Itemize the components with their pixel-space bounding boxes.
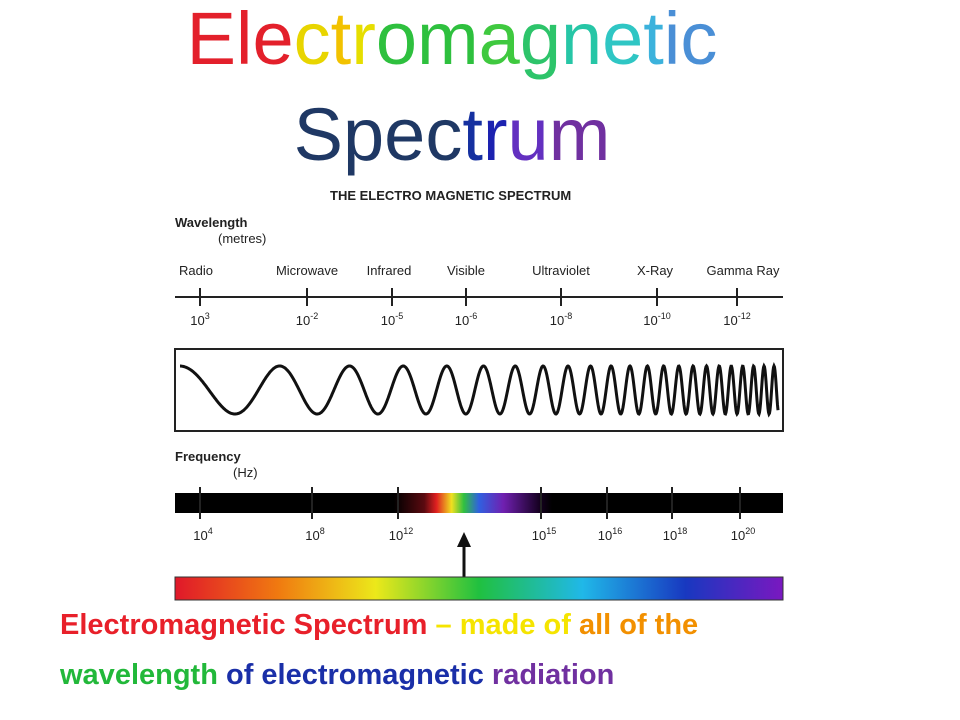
exponent: -2: [310, 311, 318, 321]
exponent: 15: [546, 526, 556, 536]
base: 10: [550, 313, 564, 328]
wave-box: [174, 348, 784, 432]
frequency-bar: [175, 493, 783, 513]
visible-spectrum-bar: [174, 576, 784, 601]
frequency-unit: (Hz): [233, 465, 258, 480]
band-name: Infrared: [367, 263, 412, 278]
base: 10: [731, 528, 745, 543]
base: 10: [663, 528, 677, 543]
wavelength-value: 10-6: [455, 311, 477, 328]
title-line: Electromagnetic: [187, 0, 718, 80]
caption-segment: of electromagnetic: [218, 659, 492, 691]
title-line: Spectrum: [294, 93, 611, 176]
caption-segment: all of the: [579, 609, 698, 641]
caption-segment: Electromagnetic Spectrum: [60, 609, 427, 641]
exponent: -10: [658, 311, 671, 321]
wavelength-value: 103: [190, 311, 209, 328]
wavelength-value: 10-2: [296, 311, 318, 328]
frequency-value: 1012: [389, 526, 413, 543]
frequency-value: 1016: [598, 526, 622, 543]
exponent: 4: [208, 526, 213, 536]
exponent: 12: [403, 526, 413, 536]
wave: [180, 362, 780, 418]
base: 10: [455, 313, 469, 328]
caption-line: Electromagnetic Spectrum – made of all o…: [60, 609, 698, 641]
wavelength-label: Wavelength: [175, 215, 248, 230]
frequency-value: 1020: [731, 526, 755, 543]
wavelength-value: 10-8: [550, 311, 572, 328]
frequency-label: Frequency: [175, 449, 242, 464]
band-name: Visible: [447, 263, 485, 278]
frequency-value: 1018: [663, 526, 687, 543]
labels: Radio103Microwave10-2Infrared10-5Visible…: [179, 263, 780, 543]
exponent: 3: [205, 311, 210, 321]
base: 10: [305, 528, 319, 543]
wavelength-value: 10-10: [643, 311, 670, 328]
caption: Electromagnetic Spectrum – made of all o…: [59, 609, 698, 691]
band-name: Radio: [179, 263, 213, 278]
frequency-value: 104: [193, 526, 212, 543]
base: 10: [723, 313, 737, 328]
exponent: 8: [320, 526, 325, 536]
exponent: -6: [469, 311, 477, 321]
exponent: -12: [738, 311, 751, 321]
exponent: 18: [677, 526, 687, 536]
band-name: Gamma Ray: [707, 263, 780, 278]
base: 10: [532, 528, 546, 543]
caption-segment: wavelength: [59, 659, 218, 691]
base: 10: [598, 528, 612, 543]
caption-segment: radiation: [492, 659, 614, 691]
exponent: -8: [564, 311, 572, 321]
frequency-value: 108: [305, 526, 324, 543]
band-name: X-Ray: [637, 263, 674, 278]
band-name: Ultraviolet: [532, 263, 590, 278]
base: 10: [296, 313, 310, 328]
diagram-heading: THE ELECTRO MAGNETIC SPECTRUM: [330, 188, 571, 203]
wavelength-value: 10-5: [381, 311, 403, 328]
exponent: -5: [395, 311, 403, 321]
exponent: 16: [612, 526, 622, 536]
base: 10: [190, 313, 204, 328]
wavelength-unit: (metres): [218, 231, 266, 246]
base: 10: [643, 313, 657, 328]
frequency-value: 1015: [532, 526, 556, 543]
base: 10: [193, 528, 207, 543]
caption-line: wavelength of electromagnetic radiation: [59, 659, 614, 691]
arrow-head: [457, 532, 471, 547]
band-name: Microwave: [276, 263, 338, 278]
base: 10: [381, 313, 395, 328]
wavelength-value: 10-12: [723, 311, 750, 328]
base: 10: [389, 528, 403, 543]
exponent: 20: [745, 526, 755, 536]
caption-segment: – made of: [427, 609, 579, 641]
